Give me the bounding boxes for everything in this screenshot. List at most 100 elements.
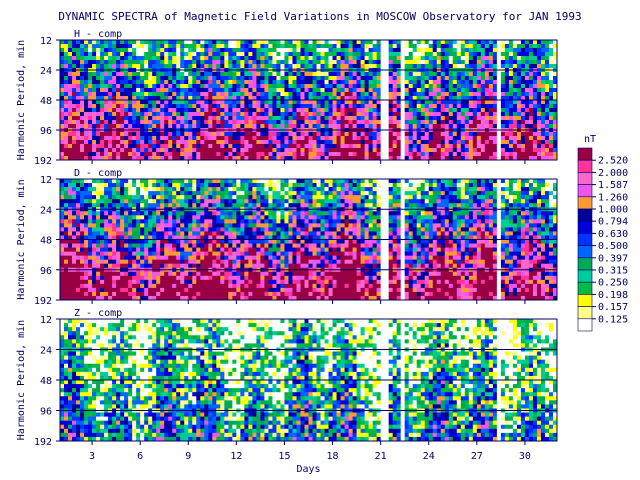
spectral-cell xyxy=(228,100,233,105)
spectral-cell xyxy=(212,271,217,277)
spectral-cell xyxy=(144,56,149,61)
spectral-cell xyxy=(192,239,197,244)
spectral-cell xyxy=(180,259,185,265)
spectral-cell xyxy=(164,148,169,153)
spectral-cell xyxy=(316,116,321,121)
spectral-cell xyxy=(124,120,129,125)
spectral-cell xyxy=(108,187,113,192)
y-tick-label: 12 xyxy=(40,36,52,47)
spectral-cell xyxy=(196,215,201,220)
spectral-cell xyxy=(164,76,169,81)
spectral-cell xyxy=(144,72,149,77)
spectral-cell xyxy=(76,40,81,45)
spectral-cell xyxy=(496,144,502,149)
spectral-cell xyxy=(280,100,285,105)
spectral-cell xyxy=(88,231,93,236)
spectral-cell xyxy=(196,187,201,192)
spectral-cell xyxy=(196,44,201,49)
spectral-cell xyxy=(244,136,249,141)
spectral-cell xyxy=(108,283,113,289)
spectral-cell xyxy=(240,76,245,81)
spectral-cell xyxy=(420,56,426,61)
spectral-cell xyxy=(120,223,125,228)
spectral-cell xyxy=(468,88,474,93)
spectral-cell xyxy=(488,104,494,109)
spectral-cell xyxy=(116,191,121,196)
spectral-cell xyxy=(104,235,109,240)
spectral-cell xyxy=(104,239,109,244)
spectral-cell xyxy=(64,191,69,196)
spectral-cell xyxy=(348,44,353,49)
spectral-cell xyxy=(272,144,277,149)
spectral-cell xyxy=(108,92,113,97)
spectral-cell xyxy=(496,88,502,93)
spectral-cell xyxy=(432,116,438,121)
spectral-cell xyxy=(220,84,225,89)
spectral-cell xyxy=(212,287,217,293)
spectral-cell xyxy=(88,120,93,125)
spectral-cell xyxy=(472,72,478,77)
spectral-cell xyxy=(212,116,217,121)
spectral-cell xyxy=(192,60,197,65)
spectral-cell xyxy=(536,96,542,101)
spectral-cell xyxy=(236,148,241,153)
spectral-cell xyxy=(392,116,398,121)
spectral-cell xyxy=(448,40,454,45)
spectral-cell xyxy=(396,152,402,157)
spectral-cell xyxy=(228,44,233,49)
spectral-cell xyxy=(100,295,105,301)
spectral-cell xyxy=(492,44,498,49)
spectral-cell xyxy=(192,120,197,125)
spectral-cell xyxy=(160,64,165,69)
spectral-cell xyxy=(516,152,522,157)
spectral-cell xyxy=(472,84,478,89)
spectral-cell xyxy=(136,263,141,269)
spectral-cell xyxy=(196,227,201,232)
spectral-cell xyxy=(452,112,458,117)
spectral-cell xyxy=(408,140,414,145)
spectral-cell xyxy=(88,92,93,97)
spectral-cell xyxy=(72,56,77,61)
spectral-cell xyxy=(324,152,329,157)
spectral-cell xyxy=(300,140,305,145)
spectral-cell xyxy=(108,64,113,69)
spectral-cell xyxy=(200,136,205,141)
spectral-cell xyxy=(144,295,149,301)
spectral-cell xyxy=(244,104,249,109)
spectral-cell xyxy=(416,148,422,153)
spectral-cell xyxy=(172,199,177,204)
spectral-cell xyxy=(400,48,406,53)
spectral-cell xyxy=(272,112,277,117)
spectral-cell xyxy=(216,132,221,137)
spectral-cell xyxy=(228,72,233,77)
spectral-cell xyxy=(112,88,117,93)
spectral-cell xyxy=(404,140,410,145)
spectral-cell xyxy=(340,144,345,149)
spectral-cell xyxy=(224,152,229,157)
spectral-cell xyxy=(168,259,173,265)
spectral-cell xyxy=(552,80,558,85)
spectral-cell xyxy=(536,80,542,85)
spectral-cell xyxy=(96,84,101,89)
spectral-cell xyxy=(220,132,225,137)
spectral-cell xyxy=(400,92,406,97)
spectral-cell xyxy=(68,223,73,228)
spectral-cell xyxy=(180,239,185,244)
spectral-cell xyxy=(444,124,450,129)
spectral-cell xyxy=(108,211,113,216)
spectral-cell xyxy=(292,72,297,77)
spectral-cell xyxy=(92,48,97,53)
spectral-cell xyxy=(364,116,370,121)
spectral-cell xyxy=(352,152,357,157)
spectral-cell xyxy=(196,251,201,257)
spectral-cell xyxy=(92,104,97,109)
spectral-cell xyxy=(212,108,217,113)
spectral-cell xyxy=(360,88,366,93)
spectral-cell xyxy=(176,40,181,45)
spectral-cell xyxy=(124,295,129,301)
spectral-cell xyxy=(400,152,406,157)
spectral-cell xyxy=(280,56,285,61)
spectral-cell xyxy=(304,76,309,81)
spectral-cell xyxy=(292,136,297,141)
spectral-cell xyxy=(316,64,321,69)
